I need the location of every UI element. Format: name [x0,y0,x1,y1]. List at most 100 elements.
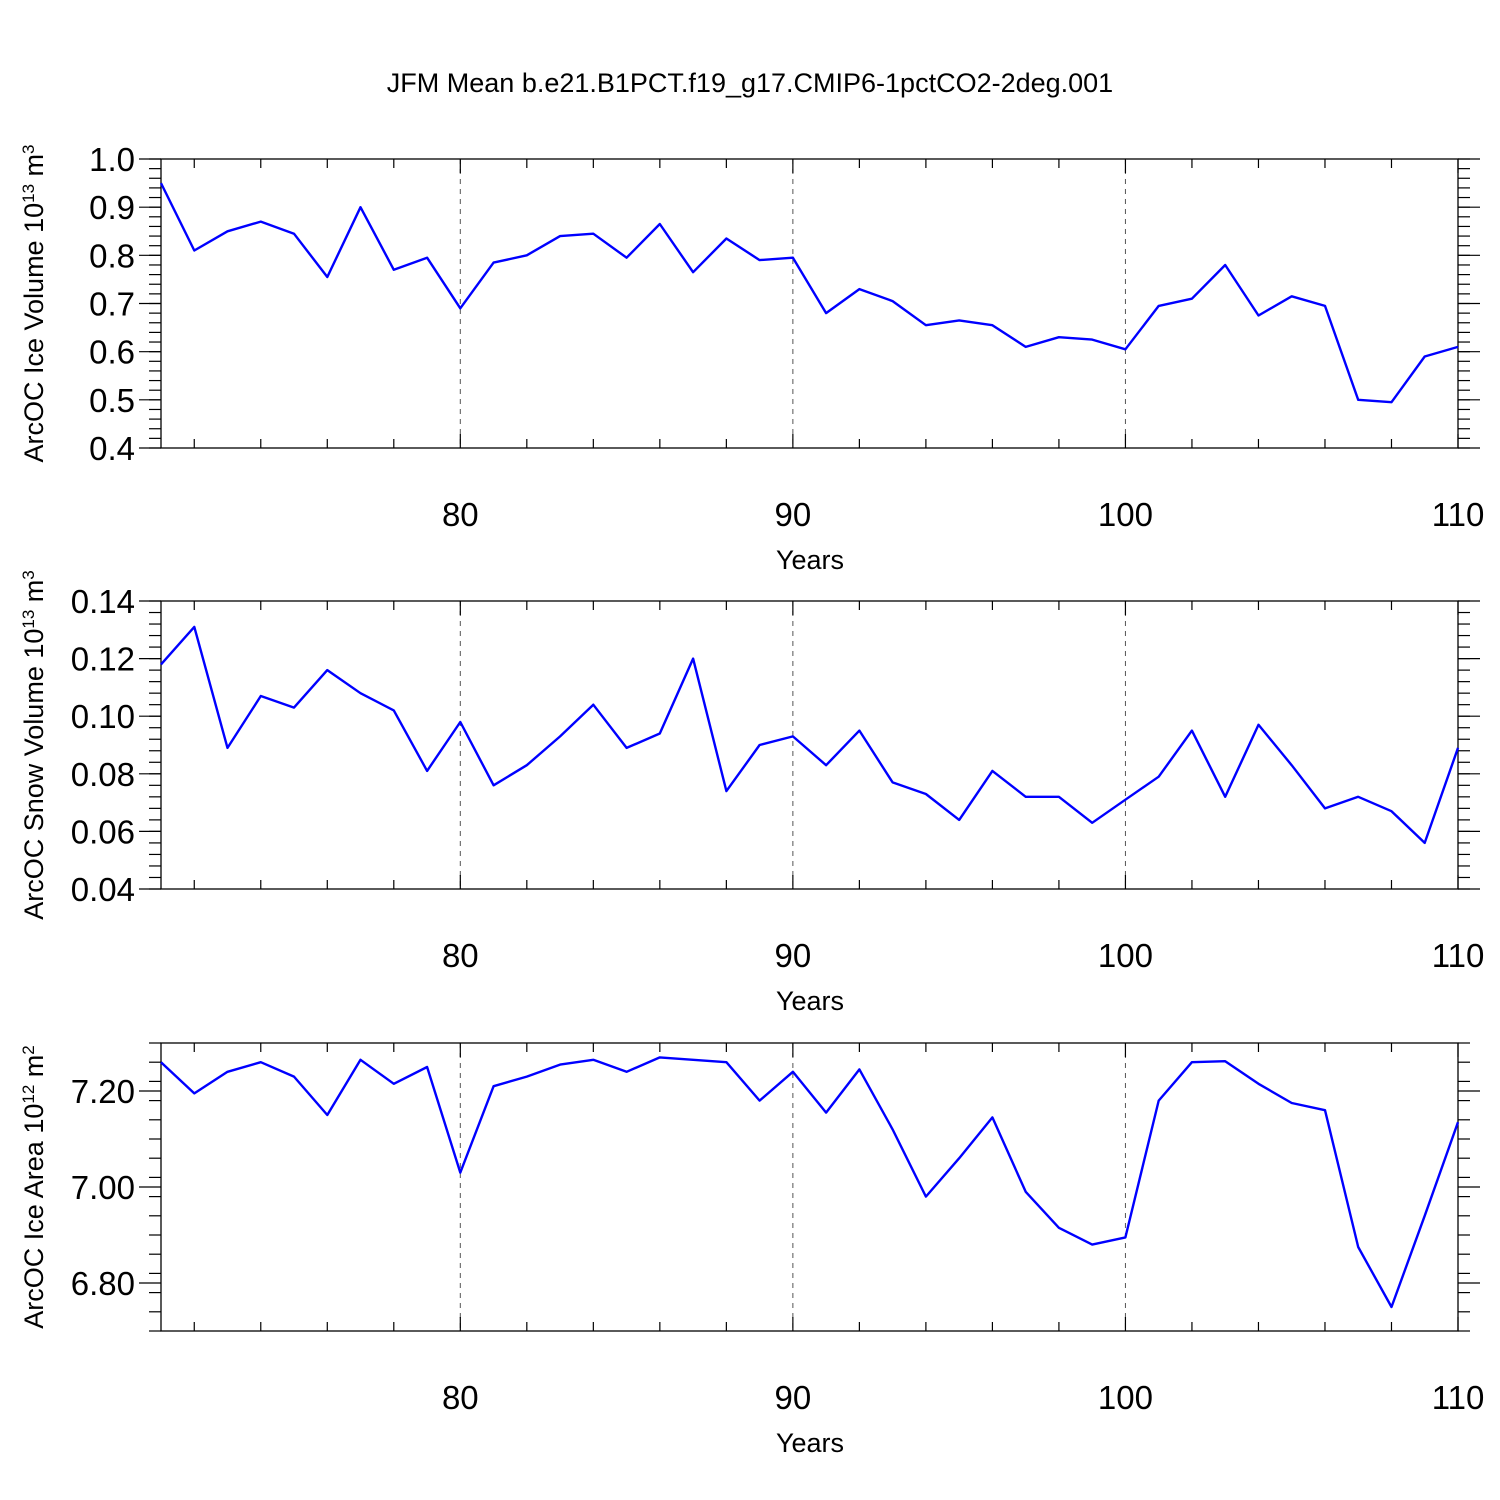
data-point [392,268,396,272]
y-axis-label-text: ArcOC Ice Area 10 [19,1104,49,1329]
data-point [1190,729,1194,733]
data-point [591,703,595,707]
data-point [1157,775,1161,779]
chart-title: JFM Mean b.e21.B1PCT.f19_g17.CMIP6-1pctC… [387,68,1113,98]
data-point [1256,1082,1260,1086]
data-point [1057,335,1061,339]
data-point [990,769,994,773]
data-point [891,299,895,303]
y-axis-label-superscript: 12 [19,1085,38,1104]
y-tick-label: 0.4 [89,430,135,467]
data-point [192,625,196,629]
series-line-snow-volume [160,625,1460,845]
data-point [1223,795,1227,799]
x-tick-label: 110 [1432,937,1485,974]
data-point [1024,345,1028,349]
data-point [1356,795,1360,799]
data-point [292,232,296,236]
y-tick-label: 0.9 [89,189,135,226]
data-point [1323,1108,1327,1112]
x-tick-label: 90 [775,937,812,974]
x-axis-label: Years [776,1428,844,1458]
data-point [857,1067,861,1071]
data-point [658,222,662,226]
data-point [1423,1214,1427,1218]
y-tick-label: 7.00 [71,1169,135,1206]
data-point [359,691,363,695]
y-axis-label-superscript: 3 [19,144,38,153]
y-axis-label-text: m [19,580,49,610]
data-point [857,287,861,291]
data-point [691,657,695,661]
data-point [1456,746,1460,750]
data-point [1290,294,1294,298]
data-point [1090,338,1094,342]
data-point [392,708,396,712]
data-point [492,783,496,787]
x-tick-label: 100 [1098,1379,1153,1416]
data-point [558,1063,562,1067]
y-tick-label: 0.6 [89,334,135,371]
data-point [392,1082,396,1086]
y-axis-label-superscript: 13 [19,610,38,629]
data-point [1190,297,1194,301]
x-tick-label: 110 [1432,496,1485,533]
data-point [1423,354,1427,358]
data-point [891,1127,895,1131]
data-point [159,181,163,185]
data-point [325,275,329,279]
plot-frame [160,158,1459,449]
data-point [525,253,529,257]
data-point [1356,398,1360,402]
data-point [1123,1235,1127,1239]
y-tick-label: 7.20 [71,1073,135,1110]
panel-snow-volume: 0.04 0.06 0.08 0.10 0.12 0.14 80 90 100 110 Years A… [19,570,1485,1016]
y-axis-label-text: m [19,154,49,184]
data-point [758,258,762,262]
data-point [758,1099,762,1103]
data-point [957,818,961,822]
data-point [891,780,895,784]
data-point [1456,345,1460,349]
y-axis-label: ArcOC Ice Volume 1013 m3 [19,144,50,462]
panel-ice-volume: 0.4 0.5 0.6 0.7 0.8 0.9 1.0 80 90 100 110 Years ArcO… [19,141,1485,575]
data-point [791,734,795,738]
data-point [1223,1059,1227,1063]
data-point [625,746,629,750]
y-tick-label: 0.5 [89,382,135,419]
data-point [625,256,629,260]
y-tick-label: 6.80 [71,1265,135,1302]
data-point [658,731,662,735]
y-tick-label: 0.7 [89,286,135,323]
y-axis-label: ArcOC Snow Volume 1013 m3 [19,570,50,920]
data-point [425,256,429,260]
x-tick-label: 100 [1098,496,1153,533]
data-point [1456,1120,1460,1124]
data-point [259,220,263,224]
data-point [159,662,163,666]
y-axis-label-superscript: 3 [19,570,38,579]
y-tick-label: 0.10 [71,698,135,735]
data-point [226,1070,230,1074]
data-point [226,746,230,750]
data-point [924,323,928,327]
data-point [591,232,595,236]
data-point [625,1070,629,1074]
data-point [159,1060,163,1064]
data-point [492,1084,496,1088]
data-point [824,311,828,315]
y-tick-label: 1.0 [89,141,135,178]
y-axis-label-text: ArcOC Ice Volume 10 [19,203,49,463]
data-point [192,1091,196,1095]
data-point [325,668,329,672]
y-axis-label-superscript: 2 [19,1045,38,1054]
data-point [1290,1101,1294,1105]
y-tick-label: 0.08 [71,756,135,793]
series-line-ice-volume [159,182,1459,404]
y-tick-label: 0.8 [89,237,135,274]
data-point [791,1070,795,1074]
data-point [359,205,363,209]
data-point [724,1060,728,1064]
data-point [857,729,861,733]
data-point [1256,314,1260,318]
